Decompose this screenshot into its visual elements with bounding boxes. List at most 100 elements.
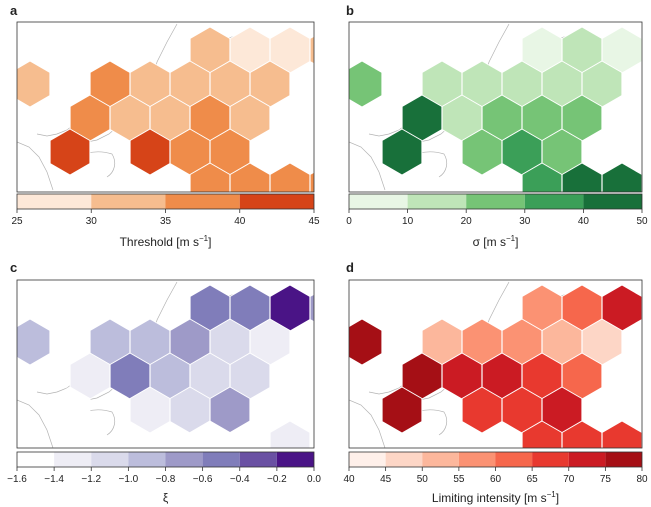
colorbar: 0 10 20 30 40 50 σ [m s−1] [346,193,648,249]
map-frame [16,21,315,193]
hex-cell [641,173,642,192]
hex-cell [641,431,642,448]
colorbar-tick-label: −0.2 [267,474,287,485]
colorbar-tick-label: −1.0 [119,474,139,485]
colorbar-bin [91,194,166,209]
colorbar-tick-label: 40 [578,216,590,227]
colorbar-bin [524,194,584,209]
hex-cell [309,293,314,323]
hex-cell [349,60,383,108]
panel-label: a [10,3,18,18]
colorbar-bin [532,452,569,467]
panel-a: a 25 30 35 40 45 Threshold [m s−1] [10,3,320,249]
colorbar-bin [276,452,314,467]
hex-cell [309,35,314,65]
coastline [17,141,54,191]
colorbar-bin [165,194,240,209]
colorbar-bin [458,452,496,467]
colorbar-bin [349,452,386,467]
map-area [17,281,314,448]
colorbar-tick-label: 50 [636,216,648,227]
colorbar-tick-label: −0.6 [193,474,213,485]
colorbar-tick-label: −0.8 [156,474,176,485]
colorbar-tick-label: 65 [527,474,539,485]
colorbar-tick-label: 50 [417,474,429,485]
colorbar-tick-label: 60 [490,474,502,485]
colorbar-tick-label: 75 [600,474,612,485]
colorbar-tick-label: 40 [234,216,246,227]
colorbar-tick-label: 45 [380,474,392,485]
colorbar-tick-label: 0 [346,216,352,227]
hex-cell [17,318,51,366]
panel-label: c [10,260,17,275]
colorbar: 40 45 50 55 60 65 70 75 80 Limiting intensity [m … [343,451,648,505]
colorbar-bin [17,194,92,209]
colorbar-tick-label: 25 [11,216,23,227]
panel-label: d [346,260,354,275]
colorbar-bin [407,194,467,209]
colorbar-bin [349,194,408,209]
hex-cell [381,386,423,434]
colorbar-bin [605,452,642,467]
colorbar: −1.6 −1.4 −1.2 −1.0 −0.8 −0.6 −0.4 −0.2 0.0 ξ [7,451,321,505]
hex-cell [641,37,642,63]
map-frame [348,21,643,193]
colorbar-tick-label: 30 [519,216,531,227]
colorbar-frame [348,193,643,210]
colorbar-bin [385,452,423,467]
coastline [349,399,386,448]
colorbar-tick-label: 10 [402,216,414,227]
hex-cell [381,128,423,176]
panel-c: c −1.6 −1.4 −1.2 −1.0 −0.8 −0.6 −0.4 −0.2 0.0 ξ [7,260,321,505]
colorbar-tick-label: 70 [563,474,575,485]
hex-cell [309,171,314,192]
colorbar-bin [466,194,525,209]
colorbar-bin [583,194,642,209]
colorbar-tick-label: 20 [461,216,473,227]
colorbar: 25 30 35 40 45 Threshold [m s−1] [11,193,320,249]
panel-d: d 40 45 50 55 60 65 70 75 80 Limiting intensity [m… [343,260,648,505]
colorbar-label: ξ [163,491,169,505]
hex-cell [17,60,51,108]
colorbar-tick-label: 0.0 [307,474,321,485]
colorbar-tick-label: −0.4 [230,474,250,485]
colorbar-tick-label: 30 [86,216,98,227]
hex-cell [49,386,91,434]
colorbar-tick-label: 55 [453,474,465,485]
colorbar-bin [128,452,166,467]
colorbar-tick-label: 40 [343,474,355,485]
colorbar-label: Limiting intensity [m s−1] [432,490,559,505]
map-area [349,23,642,192]
map-area [349,281,642,448]
colorbar-bin [239,194,314,209]
colorbar-label: Threshold [m s−1] [120,234,212,249]
map-frame [348,279,643,449]
colorbar-bin [165,452,203,467]
colorbar-tick-label: −1.4 [44,474,64,485]
map-area [17,23,314,192]
colorbar-tick-label: 45 [308,216,320,227]
colorbar-bin [202,452,240,467]
coastline [349,141,386,191]
colorbar-bin [17,452,55,467]
colorbar-label: σ [m s−1] [473,234,519,249]
hex-cell [309,429,314,448]
hex-cell [349,318,383,366]
colorbar-tick-label: −1.2 [81,474,101,485]
colorbar-bin [422,452,459,467]
panel-label: b [346,3,354,18]
colorbar-bin [91,452,129,467]
colorbar-tick-label: −1.6 [7,474,27,485]
hex-cell [641,295,642,321]
colorbar-bin [54,452,92,467]
coastline [17,399,54,448]
colorbar-tick-label: 35 [160,216,172,227]
map-frame [16,279,315,449]
hex-cell [49,128,91,176]
colorbar-bin [568,452,606,467]
colorbar-tick-label: 80 [636,474,648,485]
colorbar-bin [495,452,533,467]
panel-b: b 0 10 20 30 40 50 σ [m s−1] [346,3,648,249]
colorbar-bin [239,452,277,467]
